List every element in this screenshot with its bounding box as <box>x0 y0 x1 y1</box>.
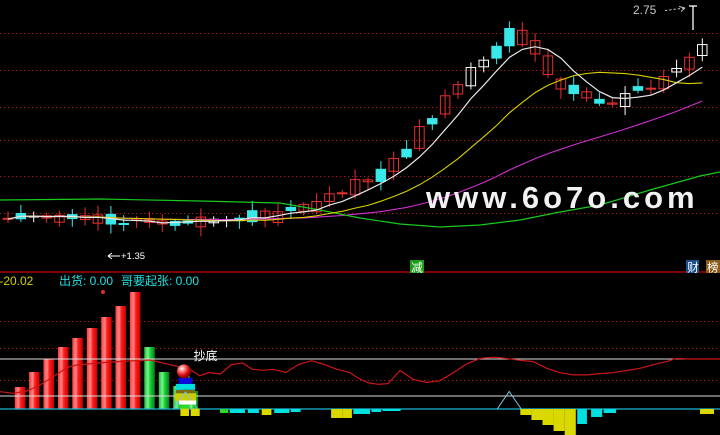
svg-text:哥要起张: 0.00: 哥要起张: 0.00 <box>121 274 199 288</box>
svg-text:减: 减 <box>411 262 423 275</box>
svg-text:财: 财 <box>687 261 699 275</box>
svg-text:www.6o7o.com: www.6o7o.com <box>425 180 693 215</box>
svg-text:榜: 榜 <box>707 261 719 275</box>
svg-text:2.75: 2.75 <box>633 3 657 17</box>
svg-text:抄底: 抄底 <box>194 348 218 363</box>
svg-text:;-20.02: ;-20.02 <box>0 274 34 288</box>
svg-text:出货: 0.00: 出货: 0.00 <box>59 273 113 288</box>
svg-text:+1.35: +1.35 <box>121 251 145 262</box>
